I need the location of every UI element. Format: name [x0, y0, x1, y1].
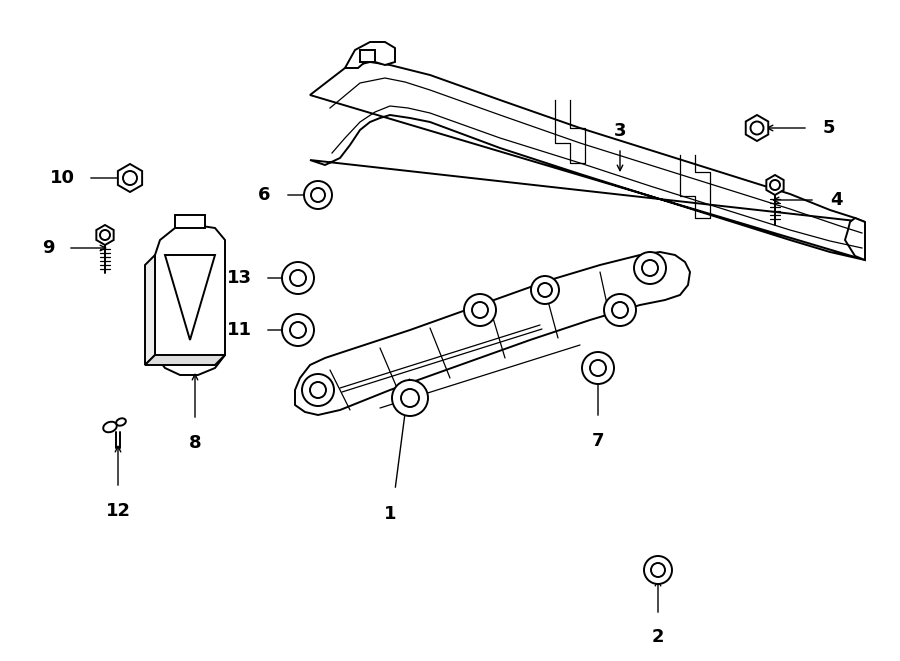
- Text: 9: 9: [42, 239, 55, 257]
- Text: 3: 3: [614, 122, 626, 140]
- Circle shape: [590, 360, 606, 376]
- Polygon shape: [145, 255, 155, 365]
- Text: 4: 4: [830, 191, 842, 209]
- Text: 10: 10: [50, 169, 75, 187]
- Circle shape: [644, 556, 672, 584]
- Circle shape: [612, 302, 628, 318]
- Circle shape: [311, 188, 325, 202]
- Circle shape: [464, 294, 496, 326]
- Polygon shape: [310, 62, 865, 260]
- Polygon shape: [295, 252, 690, 415]
- Ellipse shape: [116, 418, 126, 426]
- Text: 11: 11: [227, 321, 252, 339]
- Circle shape: [302, 374, 334, 406]
- Circle shape: [770, 180, 780, 190]
- Polygon shape: [766, 175, 784, 195]
- Circle shape: [123, 171, 137, 185]
- Polygon shape: [145, 355, 225, 365]
- Circle shape: [310, 382, 326, 398]
- Text: 8: 8: [189, 434, 202, 452]
- Circle shape: [290, 270, 306, 286]
- Polygon shape: [845, 218, 865, 260]
- Circle shape: [290, 322, 306, 338]
- Circle shape: [531, 276, 559, 304]
- Circle shape: [100, 230, 110, 240]
- Circle shape: [472, 302, 488, 318]
- Polygon shape: [175, 215, 205, 228]
- Text: 13: 13: [227, 269, 252, 287]
- Circle shape: [282, 314, 314, 346]
- Circle shape: [604, 294, 636, 326]
- Circle shape: [651, 563, 665, 577]
- Text: 7: 7: [592, 432, 604, 450]
- Polygon shape: [96, 225, 113, 245]
- Circle shape: [538, 283, 552, 297]
- Circle shape: [304, 181, 332, 209]
- Circle shape: [582, 352, 614, 384]
- Text: 2: 2: [652, 628, 664, 646]
- Circle shape: [282, 262, 314, 294]
- Ellipse shape: [104, 422, 117, 432]
- Text: 5: 5: [823, 119, 835, 137]
- Polygon shape: [118, 164, 142, 192]
- Circle shape: [634, 252, 666, 284]
- Polygon shape: [746, 115, 769, 141]
- Circle shape: [401, 389, 419, 407]
- Text: 12: 12: [105, 502, 130, 520]
- Polygon shape: [155, 225, 225, 375]
- Circle shape: [751, 122, 763, 134]
- Circle shape: [392, 380, 428, 416]
- Text: 6: 6: [257, 186, 270, 204]
- Polygon shape: [360, 50, 375, 62]
- Circle shape: [642, 260, 658, 276]
- Polygon shape: [345, 42, 395, 68]
- Text: 1: 1: [383, 505, 396, 523]
